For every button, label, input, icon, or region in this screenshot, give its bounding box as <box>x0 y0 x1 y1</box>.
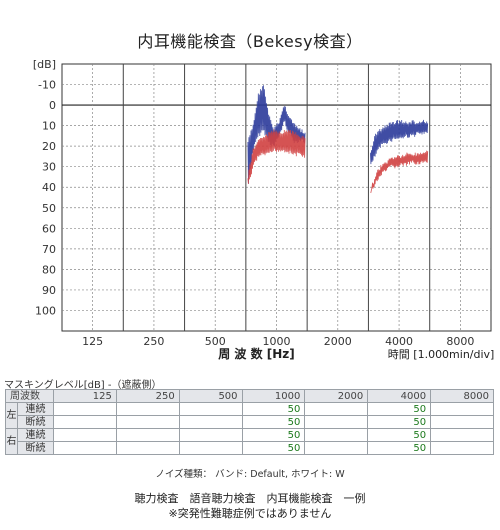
masking-value-cell <box>430 441 494 455</box>
y-tick-label: 20 <box>42 140 56 153</box>
y-tick-label: 70 <box>42 243 56 256</box>
masking-value-cell <box>53 441 117 455</box>
masking-header-cell: 125 <box>53 389 117 403</box>
bekesy-trace-2 <box>370 119 429 165</box>
y-tick-label: 60 <box>42 222 56 235</box>
y-tick-label: 30 <box>42 161 56 174</box>
masking-row: 左連続 50 50 <box>5 402 494 429</box>
x-tick-label: 500 <box>205 335 226 348</box>
ear-label: 左 <box>5 402 18 429</box>
masking-value-cell <box>304 402 369 416</box>
y-tick-label: 100 <box>35 304 56 317</box>
x-tick-label: 250 <box>143 335 164 348</box>
x-tick-label: 4000 <box>385 335 413 348</box>
masking-value-cell <box>304 441 369 455</box>
y-tick-label: 80 <box>42 263 56 276</box>
masking-value-cell <box>304 428 369 442</box>
masking-header-cell: 4000 <box>367 389 432 403</box>
masking-value-cell: 50 <box>241 402 306 416</box>
masking-value-cell <box>430 415 494 429</box>
masking-row: 右連続 50 50 <box>5 428 494 455</box>
masking-value-cell: 50 <box>241 428 306 442</box>
tone-type-label: 連続 <box>17 428 54 442</box>
masking-value-cell <box>115 428 180 442</box>
masking-value-cell <box>430 428 494 442</box>
footer-line-2: ※突発性難聴症例ではありません <box>168 507 332 520</box>
y-tick-label: 40 <box>42 181 56 194</box>
masking-header-cell: 周波数 <box>5 389 54 403</box>
masking-value-cell <box>115 441 180 455</box>
bekesy-chart: -10 0 10 20 30 40 50 60 70 80 90 100 [dB] 125 250 500 10… <box>33 58 495 361</box>
masking-value-cell <box>178 441 243 455</box>
masking-value-cell <box>178 402 243 416</box>
masking-value-cell: 50 <box>241 441 306 455</box>
masking-value-cell: 50 <box>367 428 432 442</box>
masking-value-cell: 50 <box>241 415 306 429</box>
x-tick-label: 125 <box>82 335 103 348</box>
masking-header-cell: 250 <box>115 389 180 403</box>
noise-type-text: ノイズ種類： バンド: Default, ホワイト: W <box>155 469 345 480</box>
y-tick-label: 90 <box>42 284 56 297</box>
y-tick-label: -10 <box>38 79 56 92</box>
bekesy-trace-3 <box>370 150 429 194</box>
masking-value-cell: 50 <box>367 402 432 416</box>
bekesy-trace-1 <box>247 129 306 184</box>
x-tick-label: 8000 <box>446 335 474 348</box>
masking-value-cell <box>430 402 494 416</box>
masking-value-cell <box>53 428 117 442</box>
footer-line-1: 聴力検査 語音聴力検査 内耳機能検査 一例 <box>134 492 366 505</box>
masking-value-cell <box>53 415 117 429</box>
y-tick-label: 0 <box>49 99 56 112</box>
masking-table: 周波数 125 250 500 1000 2000 4000 8000 左連続 50 50 断続 50 5… <box>5 389 494 455</box>
masking-row: 断続 50 50 <box>6 441 494 455</box>
masking-value-cell <box>178 415 243 429</box>
masking-value-cell: 50 <box>367 415 432 429</box>
masking-value-cell <box>115 415 180 429</box>
masking-value-cell <box>115 402 180 416</box>
x-tick-label: 1000 <box>263 335 291 348</box>
masking-header-row: 周波数 125 250 500 1000 2000 4000 8000 <box>5 389 494 403</box>
masking-value-cell: 50 <box>367 441 432 455</box>
masking-table-title: マスキングレベル[dB] -（遮蔽側） <box>4 380 162 391</box>
x-axis-label: 周 波 数 [Hz] <box>218 346 295 361</box>
tone-type-label: 断続 <box>17 415 54 429</box>
masking-header-cell: 8000 <box>430 389 494 403</box>
y-tick-label: 50 <box>42 202 56 215</box>
masking-row: 断続 50 50 <box>6 415 494 429</box>
masking-header-cell: 2000 <box>304 389 369 403</box>
masking-header-cell: 500 <box>178 389 243 403</box>
tone-type-label: 断続 <box>17 441 54 455</box>
chart-title: 内耳機能検査（Bekesy検査） <box>137 32 363 51</box>
masking-header-cell: 1000 <box>241 389 306 403</box>
y-tick-label: 10 <box>42 120 56 133</box>
masking-value-cell <box>178 428 243 442</box>
masking-value-cell <box>53 402 117 416</box>
masking-value-cell <box>304 415 369 429</box>
tone-type-label: 連続 <box>17 402 54 416</box>
x-tick-label: 2000 <box>324 335 352 348</box>
y-unit-label: [dB] <box>33 58 56 71</box>
x-axis-label-right: 時間 [1.000min/div] <box>388 348 495 361</box>
ear-label: 右 <box>5 428 18 455</box>
